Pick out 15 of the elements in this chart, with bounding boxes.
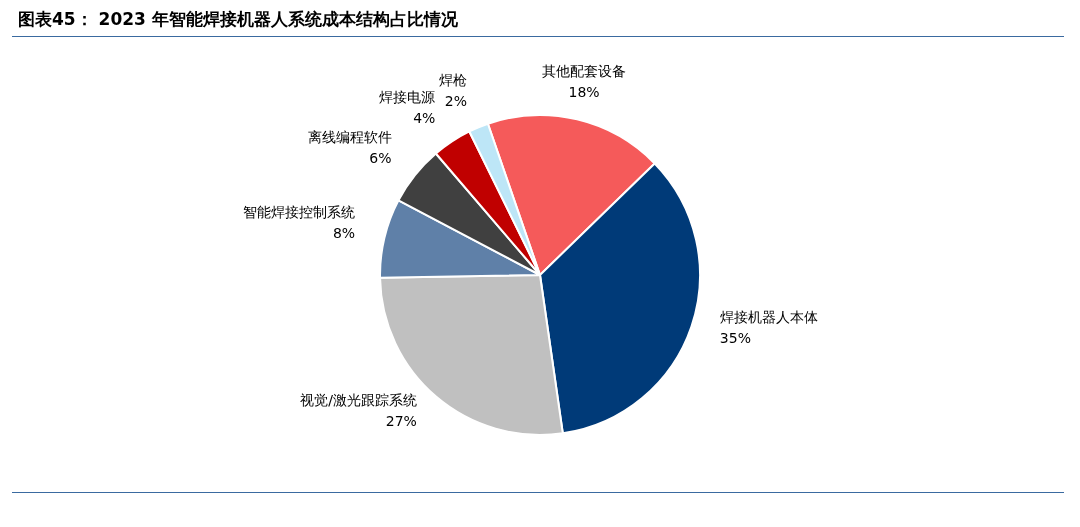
data-label: 4% bbox=[413, 110, 436, 127]
data-label: 27% bbox=[385, 413, 417, 430]
slice-label: 智能焊接控制系统 bbox=[243, 203, 356, 220]
slice-label: 视觉/激光跟踪系统 bbox=[300, 392, 417, 409]
chart-title: 图表45： 2023 年智能焊接机器人系统成本结构占比情况 bbox=[18, 8, 458, 31]
slice-label: 其他配套设备 bbox=[542, 62, 627, 79]
data-label: 18% bbox=[568, 83, 600, 100]
slice-label: 焊接电源 bbox=[379, 89, 436, 106]
data-label: 35% bbox=[719, 329, 751, 346]
slice-label: 焊枪 bbox=[438, 72, 467, 89]
data-label: 8% bbox=[332, 224, 356, 241]
data-label: 6% bbox=[369, 150, 392, 167]
slice-label: 离线编程软件 bbox=[307, 129, 392, 146]
slice-label: 焊接机器人本体 bbox=[719, 308, 818, 325]
data-label: 2% bbox=[444, 93, 467, 110]
